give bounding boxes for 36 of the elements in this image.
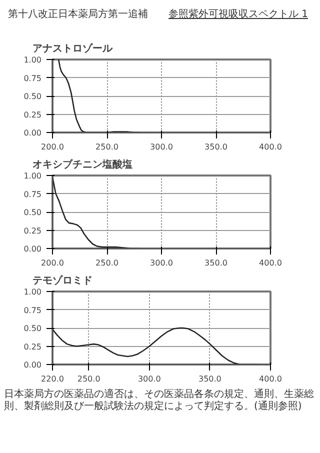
x-tick-label: 200.0 <box>41 142 64 152</box>
y-tick-label: 0.25 <box>24 226 42 236</box>
x-tick-label: 400.0 <box>259 258 282 268</box>
x-tick-label: 250.0 <box>96 142 118 152</box>
chart-title: テモゾロミド <box>32 274 92 286</box>
x-tick-label: 300.0 <box>150 258 173 268</box>
y-tick-label: 0.00 <box>24 128 42 138</box>
text: 参照紫外可視吸収スペクトル 1 <box>168 8 308 22</box>
text: 第十八改正日本薬局方第一追補 <box>8 8 148 22</box>
x-tick-label: 400.0 <box>259 142 282 152</box>
y-tick-label: 0.50 <box>24 208 42 217</box>
x-tick-label: 400.0 <box>259 374 282 384</box>
x-tick-label: 250.0 <box>96 258 118 268</box>
y-tick-label: 0.25 <box>24 342 42 352</box>
y-tick-label: 0.50 <box>24 324 42 333</box>
y-tick-label: 0.50 <box>24 92 42 101</box>
y-tick-label: 0.25 <box>24 110 42 120</box>
x-tick-label: 300.0 <box>138 374 161 384</box>
text: 日本薬局方の医薬品の適否は、その医薬品各条の規定、通則、生薬総則、製剤総則及び一般試験法の規定によって判定する。(通則参照) <box>4 389 314 413</box>
y-tick-label: 0.75 <box>24 190 42 199</box>
x-tick-label: 350.0 <box>204 258 228 268</box>
x-tick-label: 250.0 <box>77 374 100 384</box>
x-tick-label: 200.0 <box>41 258 64 268</box>
x-tick-label: 350.0 <box>204 142 228 152</box>
y-tick-label: 0.00 <box>24 360 42 370</box>
y-tick-label: 1.00 <box>24 172 42 180</box>
y-tick-label: 0.00 <box>24 244 42 254</box>
chart-title: オキシブチニン塩酸塩 <box>32 158 132 170</box>
chart-title: アナストロゾール <box>32 42 114 54</box>
x-tick-label: 220.0 <box>41 374 64 384</box>
y-tick-label: 1.00 <box>24 56 42 64</box>
y-tick-label: 1.00 <box>24 288 42 296</box>
y-tick-label: 0.75 <box>24 74 42 83</box>
x-tick-label: 300.0 <box>150 142 173 152</box>
x-tick-label: 350.0 <box>198 374 222 384</box>
y-tick-label: 0.75 <box>24 306 42 315</box>
